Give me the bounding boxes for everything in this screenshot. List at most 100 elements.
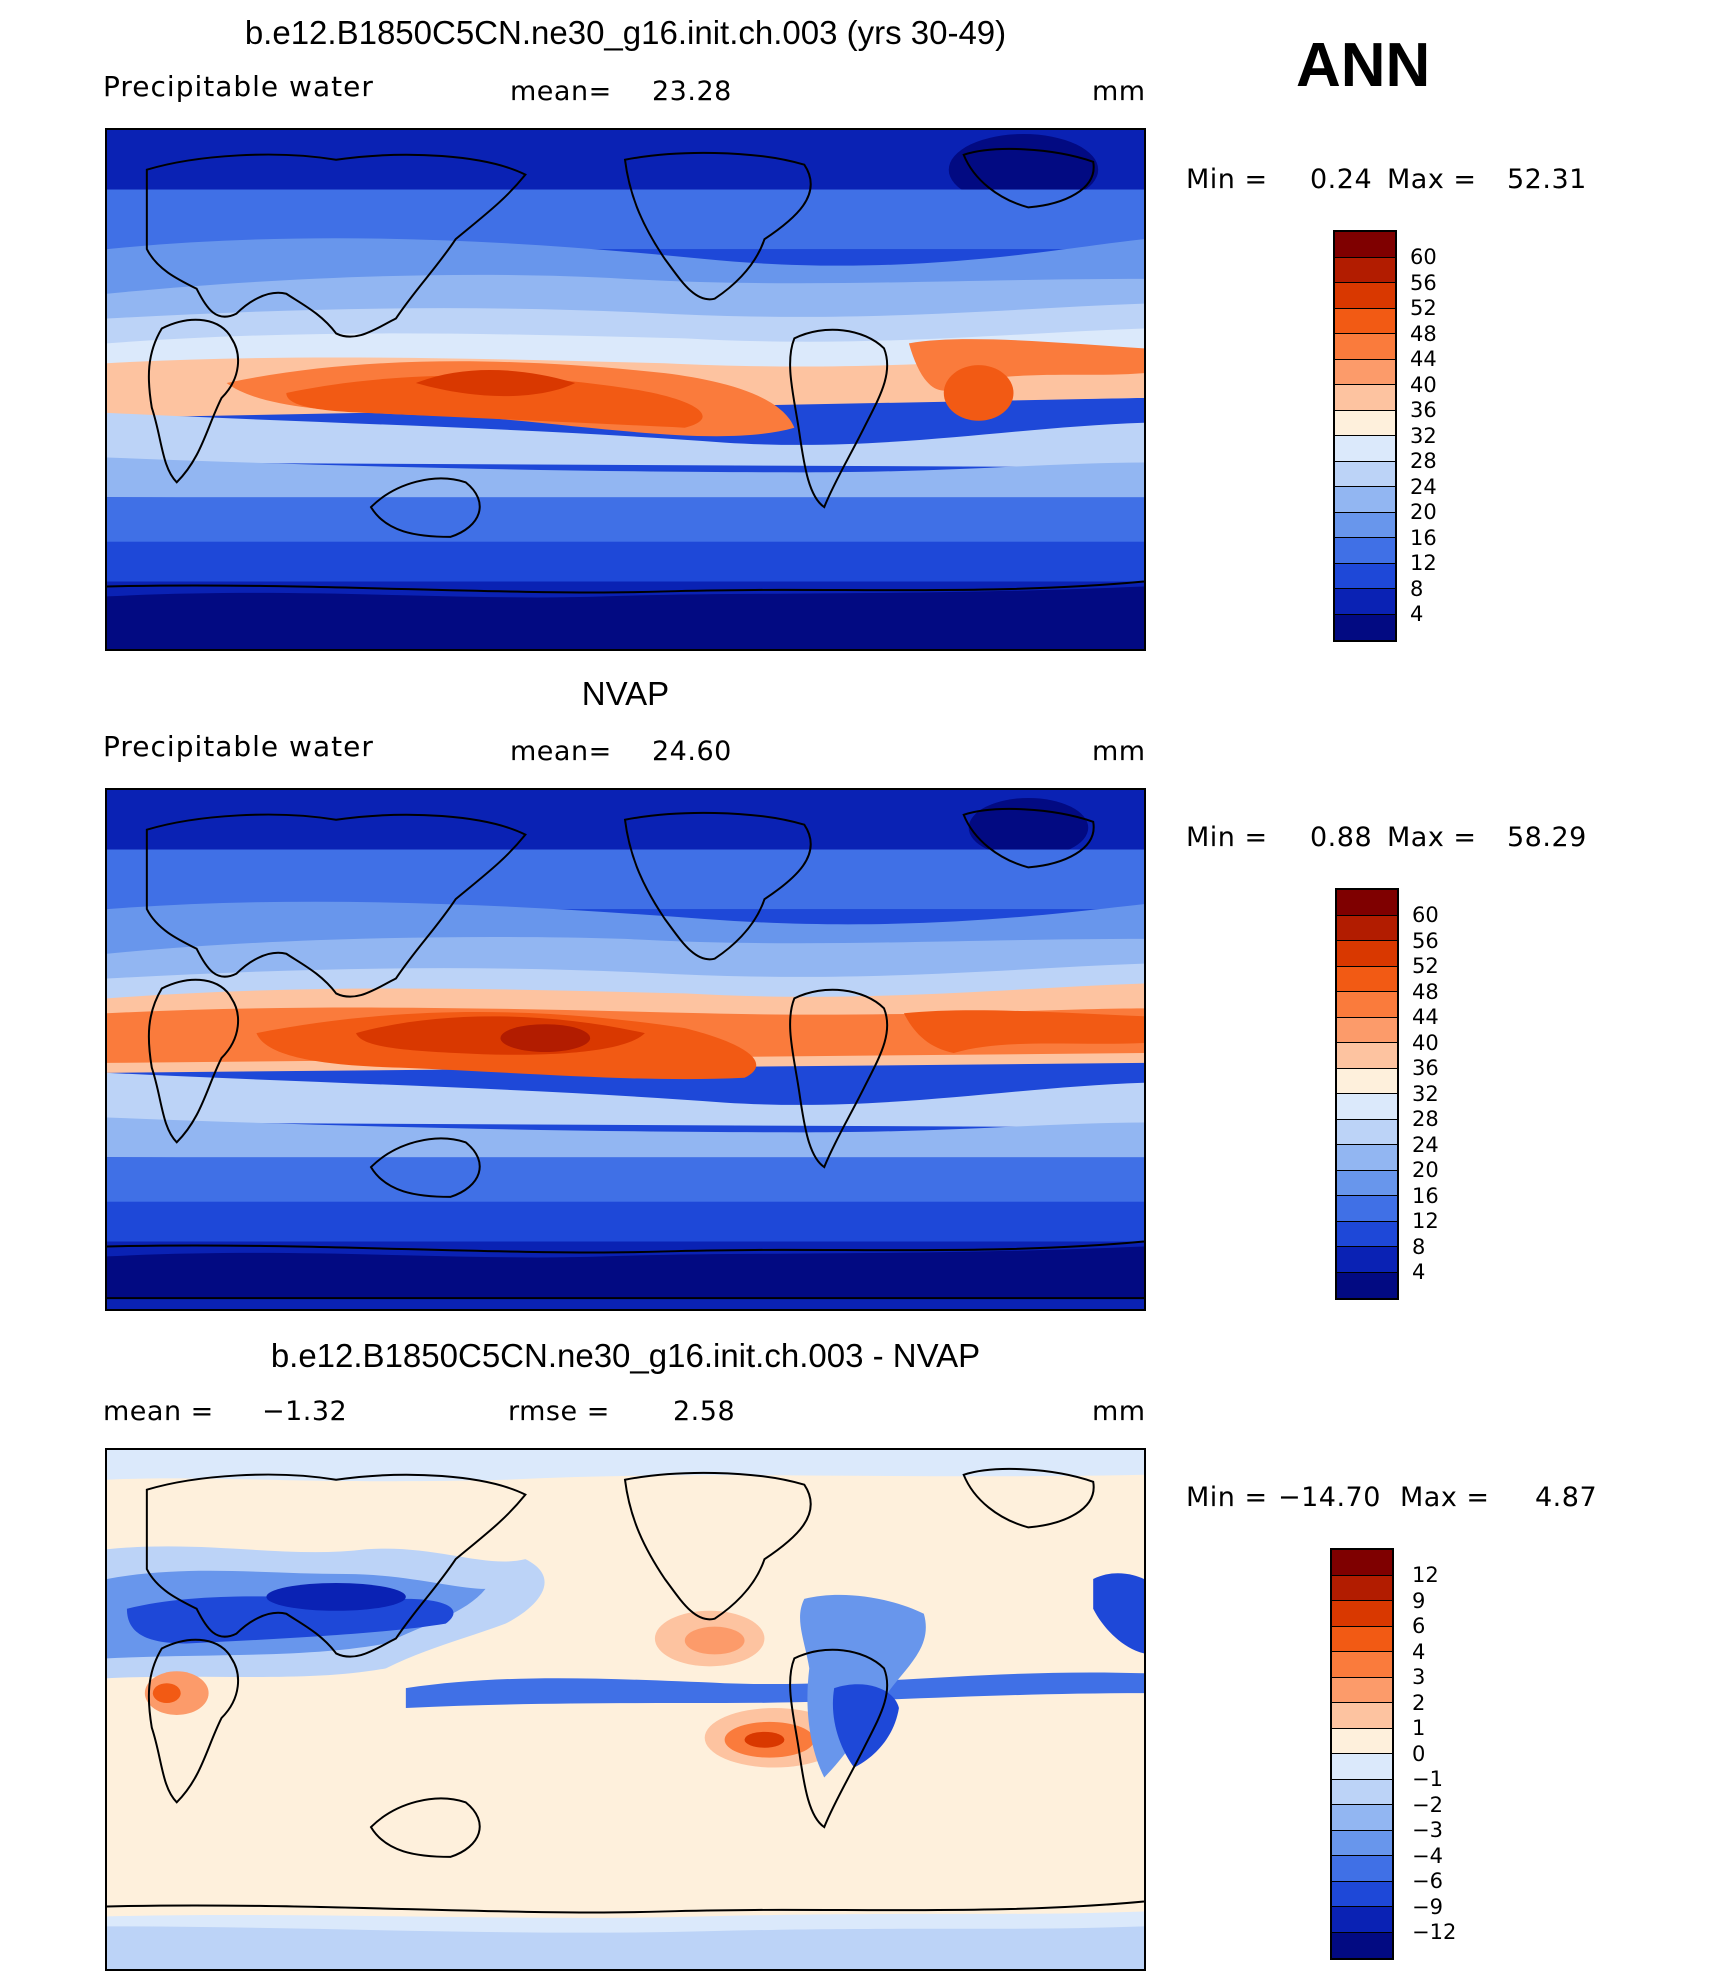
colorbar-tick-label: 56 [1410, 270, 1437, 295]
colorbar-swatch [1332, 1601, 1392, 1627]
colorbar-swatch [1335, 589, 1395, 615]
colorbar-swatch [1332, 1932, 1392, 1958]
panel-1-max-value: 52.31 [1507, 164, 1587, 195]
colorbar-swatch [1337, 1221, 1397, 1247]
colorbar-swatch [1337, 1094, 1397, 1120]
colorbar-swatch [1332, 1805, 1392, 1831]
colorbar-swatch [1335, 487, 1395, 513]
panel-3-mean-label: mean = [103, 1396, 214, 1427]
colorbar-tick-label: −6 [1412, 1869, 1443, 1893]
colorbar-swatch [1335, 614, 1395, 640]
panel-2-map-svg [107, 790, 1144, 1309]
colorbar-swatch [1337, 1017, 1397, 1043]
colorbar-swatch [1337, 1068, 1397, 1094]
colorbar-tick-label: 1 [1412, 1716, 1426, 1740]
panel-1-mean-value: 23.28 [652, 76, 732, 107]
panel-3-rmse-label: rmse = [508, 1396, 610, 1427]
colorbar-tick-label: 60 [1410, 245, 1437, 269]
panel-1-colorbar [1333, 230, 1397, 642]
colorbar-tick-label: 28 [1410, 449, 1437, 473]
colorbar-swatch [1335, 461, 1395, 487]
panel-2-min-label: Min = [1186, 822, 1268, 853]
colorbar-tick-label: 8 [1410, 576, 1424, 601]
colorbar-swatch [1335, 359, 1395, 385]
colorbar-tick-label: 4 [1412, 1260, 1426, 1284]
panel-3-mean-value: −1.32 [262, 1396, 348, 1427]
colorbar-swatch [1337, 992, 1397, 1018]
colorbar-swatch [1332, 1881, 1392, 1907]
colorbar-tick-label: 9 [1412, 1588, 1426, 1613]
panel-2-title: NVAP [581, 675, 670, 712]
colorbar-swatch [1332, 1728, 1392, 1754]
colorbar-tick-label: 24 [1412, 1132, 1439, 1157]
colorbar-tick-label: −9 [1412, 1894, 1443, 1919]
colorbar-tick-label: 32 [1410, 423, 1437, 448]
panel-1-min-value: 0.24 [1310, 164, 1373, 195]
colorbar-tick-label: 20 [1412, 1158, 1439, 1182]
panel-3-map [105, 1448, 1146, 1971]
colorbar-swatch [1337, 966, 1397, 992]
panel-3-max-label: Max = [1400, 1482, 1490, 1513]
colorbar-tick-label: 28 [1412, 1107, 1439, 1131]
colorbar-swatch [1332, 1575, 1392, 1601]
colorbar-tick-label: −4 [1412, 1843, 1443, 1868]
panel-2-colorbar [1335, 888, 1399, 1300]
colorbar-tick-label: 16 [1410, 525, 1437, 550]
panel-2-mean-label: mean= [510, 736, 612, 767]
colorbar-swatch [1332, 1907, 1392, 1933]
colorbar-swatch [1335, 436, 1395, 462]
colorbar-tick-label: 2 [1412, 1690, 1426, 1715]
colorbar-swatch [1332, 1652, 1392, 1678]
colorbar-swatch [1332, 1550, 1392, 1576]
panel-3-rmse-value: 2.58 [673, 1396, 736, 1427]
colorbar-tick-label: 40 [1410, 372, 1437, 397]
colorbar-swatch [1332, 1626, 1392, 1652]
colorbar-swatch [1337, 1170, 1397, 1196]
colorbar-tick-label: 12 [1412, 1563, 1439, 1587]
colorbar-tick-label: 36 [1412, 1056, 1439, 1080]
season-label: ANN [1296, 31, 1431, 100]
colorbar-swatch [1332, 1754, 1392, 1780]
colorbar-swatch [1337, 1196, 1397, 1222]
panel-2-max-value: 58.29 [1507, 822, 1587, 853]
colorbar-swatch [1335, 538, 1395, 564]
colorbar-swatch [1335, 385, 1395, 411]
colorbar-swatch [1335, 563, 1395, 589]
colorbar-swatch [1337, 915, 1397, 941]
panel-3-map-svg [107, 1450, 1144, 1969]
colorbar-tick-label: 0 [1412, 1741, 1426, 1766]
panel-2-max-label: Max = [1387, 822, 1477, 853]
panel-1-variable: Precipitable water [103, 70, 374, 103]
colorbar-swatch [1335, 283, 1395, 309]
colorbar-swatch [1337, 1043, 1397, 1069]
panel-1-mean-label: mean= [510, 76, 612, 107]
panel-3-title: b.e12.B1850C5CN.ne30_g16.init.ch.003 - N… [270, 1337, 981, 1374]
colorbar-tick-label: 36 [1410, 398, 1437, 422]
colorbar-tick-label: 3 [1412, 1665, 1426, 1689]
colorbar-swatch [1332, 1703, 1392, 1729]
colorbar-tick-label: 48 [1410, 321, 1437, 346]
colorbar-tick-label: 12 [1412, 1209, 1439, 1233]
colorbar-tick-label: 16 [1412, 1183, 1439, 1208]
panel-1-map [105, 128, 1146, 651]
colorbar-swatch [1337, 1247, 1397, 1273]
panel-1-max-label: Max = [1387, 164, 1477, 195]
panel-3-min-value: −14.70 [1278, 1482, 1381, 1513]
colorbar-tick-label: 6 [1412, 1614, 1426, 1638]
panel-1-map-svg [107, 130, 1144, 649]
panel-2-mean-value: 24.60 [652, 736, 732, 767]
colorbar-swatch [1332, 1677, 1392, 1703]
colorbar-tick-label: 32 [1412, 1081, 1439, 1106]
colorbar-tick-label: −1 [1412, 1767, 1443, 1791]
colorbar-swatch [1335, 512, 1395, 538]
colorbar-tick-label: 60 [1412, 903, 1439, 927]
colorbar-tick-label: 24 [1410, 474, 1437, 499]
colorbar-swatch [1335, 308, 1395, 334]
colorbar-swatch [1335, 257, 1395, 283]
panel-1-units: mm [1092, 76, 1146, 107]
colorbar-swatch [1332, 1779, 1392, 1805]
colorbar-tick-label: 44 [1410, 347, 1437, 371]
panel-2-units: mm [1092, 736, 1146, 767]
colorbar-tick-label: 56 [1412, 928, 1439, 953]
panel-3-units: mm [1092, 1396, 1146, 1427]
